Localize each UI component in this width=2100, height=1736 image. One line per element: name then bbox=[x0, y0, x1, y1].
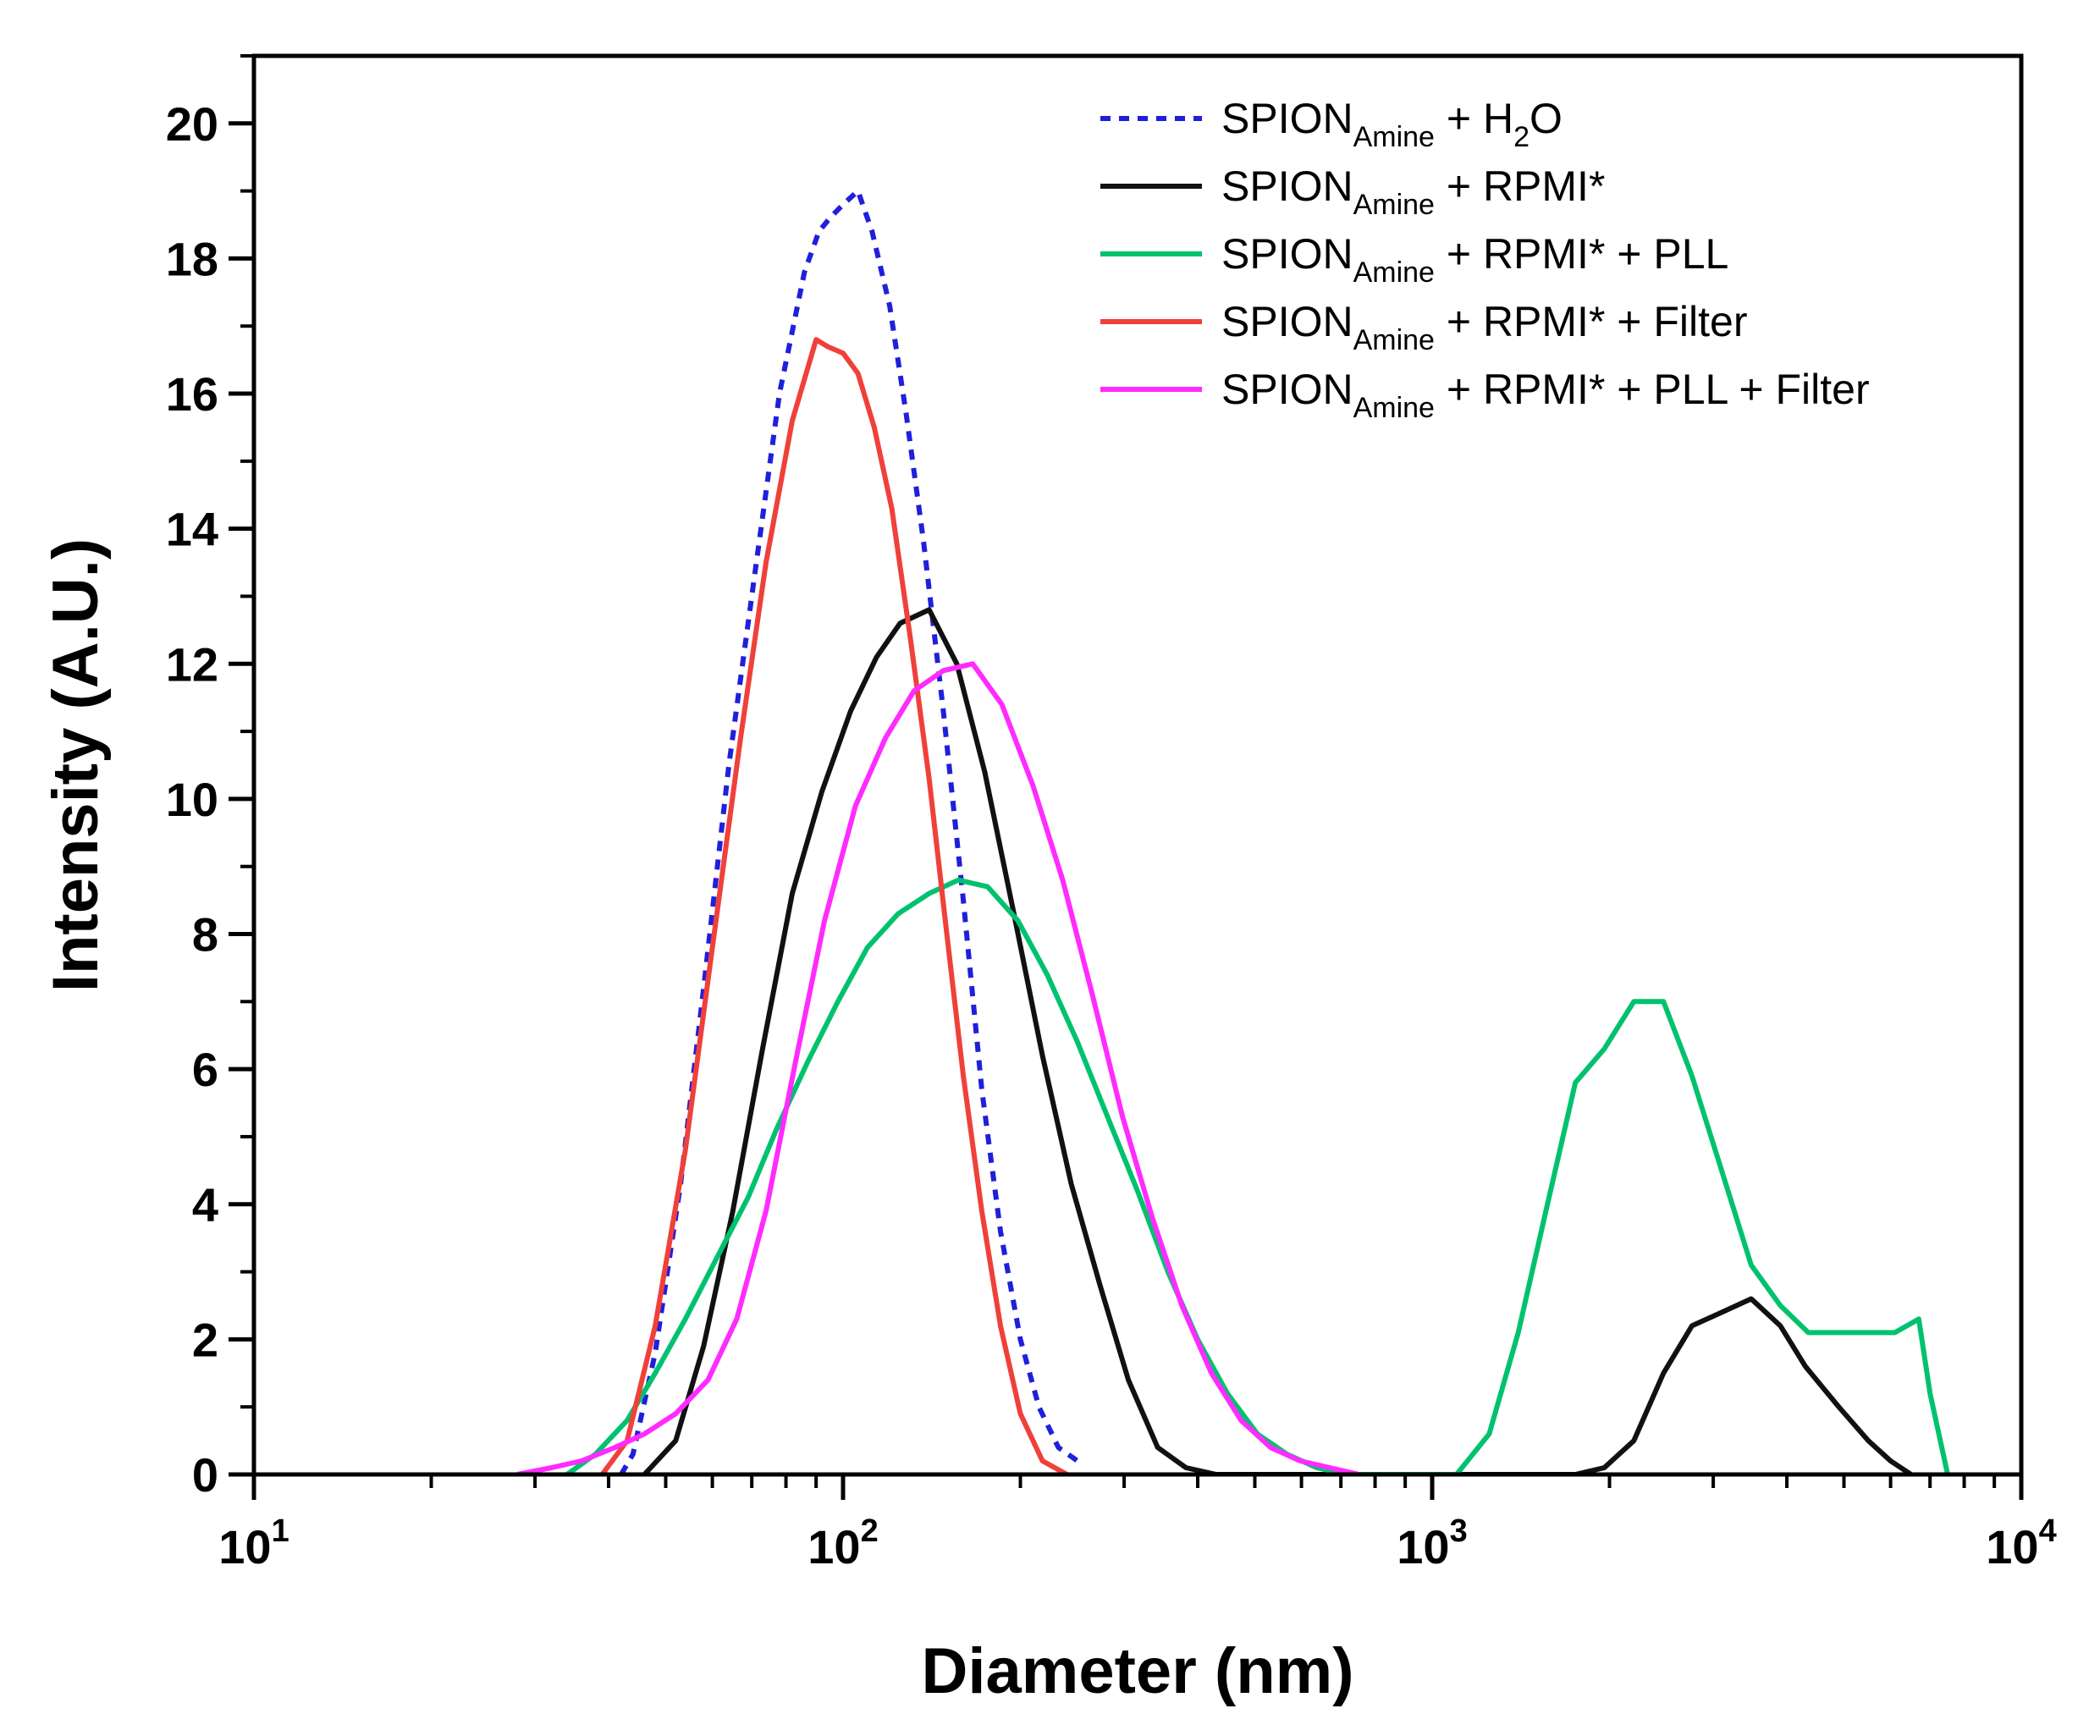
y-tick-label: 0 bbox=[192, 1448, 218, 1502]
y-tick-label: 10 bbox=[166, 773, 218, 826]
legend-label: SPIONAmine + RPMI* + Filter bbox=[1221, 298, 1748, 356]
legend-legend-main: SPION bbox=[1221, 366, 1353, 413]
legend-legend-sub: Amine bbox=[1353, 324, 1435, 356]
legend-legend-sub: Amine bbox=[1353, 256, 1435, 289]
legend-legend-rest: + RPMI* + PLL bbox=[1435, 230, 1728, 278]
plot-series bbox=[516, 188, 1950, 1474]
legend-legend-sub: Amine bbox=[1353, 189, 1435, 221]
y-axis-title: Intensity (A.U.) bbox=[40, 538, 112, 992]
legend-entry-3: SPIONAmine + RPMI* + PLL bbox=[1100, 230, 1728, 289]
legend-legend-rest: + RPMI* + PLL + Filter bbox=[1435, 366, 1870, 413]
legend-legend-rest: + RPMI* bbox=[1435, 163, 1605, 210]
x-axis: 101 102 103 104 bbox=[218, 1474, 2057, 1573]
series-group bbox=[516, 188, 1950, 1474]
legend-entry-4: SPIONAmine + RPMI* + Filter bbox=[1100, 298, 1748, 356]
x-tick-exponent: 1 bbox=[272, 1513, 289, 1549]
series-line-4 bbox=[599, 337, 1069, 1474]
x-tick-base: 10 bbox=[218, 1520, 271, 1573]
legend-legend-sub: Amine bbox=[1353, 121, 1435, 153]
legend-label: SPIONAmine + H2O bbox=[1221, 95, 1563, 153]
legend-legend-main: SPION bbox=[1221, 95, 1353, 142]
y-tick-label: 14 bbox=[166, 503, 218, 556]
x-tick-base: 10 bbox=[807, 1520, 860, 1573]
plot-frame bbox=[251, 53, 2024, 1477]
legend-legend-sub2: 2 bbox=[1513, 121, 1530, 153]
legend-legend-main: SPION bbox=[1221, 230, 1353, 278]
legend-legend-main: SPION bbox=[1221, 163, 1353, 210]
legend-legend-rest: + H bbox=[1435, 95, 1513, 142]
y-tick-label: 4 bbox=[192, 1178, 218, 1232]
y-tick-label: 8 bbox=[192, 908, 218, 962]
x-tick-label: 101 bbox=[218, 1513, 289, 1573]
legend-legend-main: SPION bbox=[1221, 298, 1353, 345]
y-axis: 0 2 4 6 8 10 12 14 16 18 20 bbox=[166, 54, 254, 1502]
legend-entry-2: SPIONAmine + RPMI* bbox=[1100, 163, 1605, 221]
x-tick-label: 104 bbox=[1986, 1513, 2056, 1573]
x-tick-base: 10 bbox=[1986, 1520, 2038, 1573]
x-tick-exponent: 4 bbox=[2039, 1513, 2057, 1549]
y-tick-label: 18 bbox=[166, 232, 218, 285]
series-line-1 bbox=[619, 188, 1079, 1474]
y-tick-label: 12 bbox=[166, 637, 218, 691]
legend-label: SPIONAmine + RPMI* + PLL + Filter bbox=[1221, 366, 1870, 424]
x-axis-title: Diameter (nm) bbox=[922, 1635, 1354, 1707]
legend-legend-rest: + RPMI* + Filter bbox=[1435, 298, 1748, 345]
x-tick-label: 102 bbox=[807, 1513, 878, 1573]
y-tick-label: 16 bbox=[166, 367, 218, 421]
legend-entry-1: SPIONAmine + H2O bbox=[1100, 95, 1563, 153]
y-tick-label: 20 bbox=[166, 97, 218, 151]
legend-entry-5: SPIONAmine + RPMI* + PLL + Filter bbox=[1100, 366, 1870, 424]
legend-legend-rest2: O bbox=[1530, 95, 1563, 142]
y-tick-label: 6 bbox=[192, 1043, 218, 1096]
x-tick-exponent: 2 bbox=[861, 1513, 879, 1549]
y-tick-label: 2 bbox=[192, 1313, 218, 1366]
x-tick-label: 103 bbox=[1397, 1513, 1467, 1573]
legend-label: SPIONAmine + RPMI* + PLL bbox=[1221, 230, 1728, 289]
series-line-2 bbox=[642, 607, 1913, 1474]
x-tick-exponent: 3 bbox=[1450, 1513, 1468, 1549]
legend-label: SPIONAmine + RPMI* bbox=[1221, 163, 1605, 221]
x-tick-base: 10 bbox=[1397, 1520, 1449, 1573]
legend-legend-sub: Amine bbox=[1353, 392, 1435, 424]
series-line-5 bbox=[516, 661, 1360, 1474]
